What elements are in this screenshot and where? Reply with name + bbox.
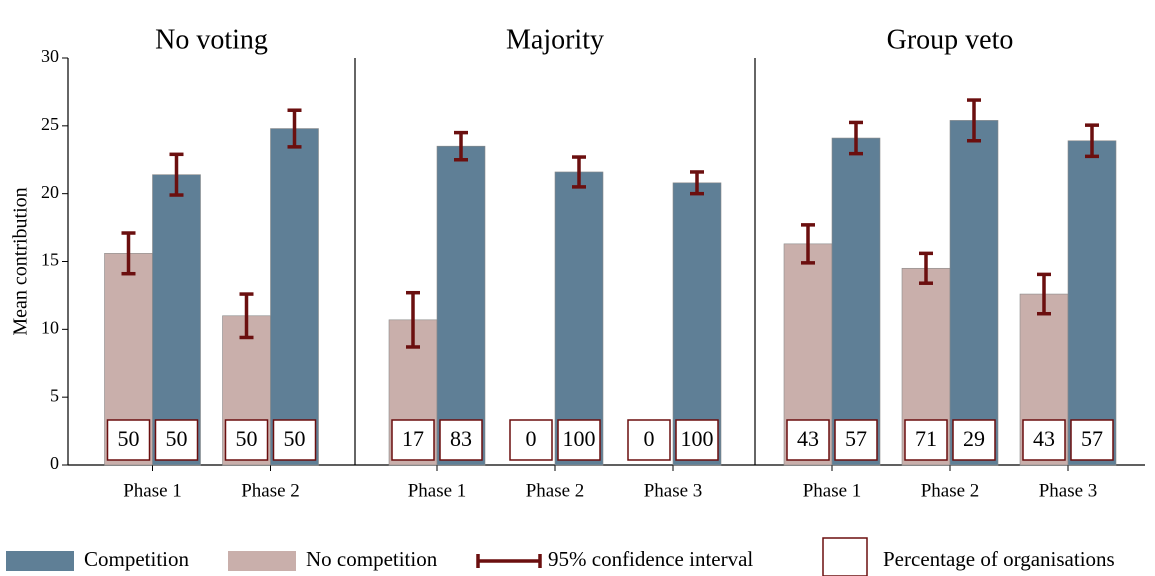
percentage-box (391, 419, 435, 461)
x-tick-label: Phase 1 (123, 480, 182, 501)
legend-label: No competition (306, 547, 438, 571)
percentage-box (509, 419, 553, 461)
panel-title: Majority (506, 24, 604, 55)
legend-label: Percentage of organisations (883, 547, 1115, 571)
percentage-box (1022, 419, 1066, 461)
y-tick-label: 0 (50, 453, 59, 473)
percentage-box (439, 419, 483, 461)
legend-box (822, 537, 868, 576)
percentage-label: 17 (402, 426, 424, 451)
y-tick-label: 30 (41, 46, 59, 66)
legend-label: Competition (84, 547, 190, 571)
y-tick-label: 5 (50, 385, 59, 405)
legend-swatch (6, 551, 74, 571)
error-bar (801, 223, 815, 265)
percentage-box (952, 419, 996, 461)
percentage-box (106, 419, 151, 461)
percentage-box (224, 419, 269, 461)
bar (554, 171, 604, 466)
y-tick-label: 10 (41, 317, 59, 337)
percentage-label: 57 (1081, 426, 1103, 451)
bar (831, 137, 881, 466)
x-tick-label: Phase 2 (241, 480, 300, 501)
percentage-box (675, 419, 719, 461)
error-bar (121, 231, 136, 276)
x-tick-label: Phase 3 (644, 480, 703, 501)
bar (949, 120, 999, 466)
percentage-box (272, 419, 317, 461)
x-tick-label: Phase 1 (408, 480, 467, 501)
x-tick-label: Phase 1 (803, 480, 862, 501)
percentage-label: 83 (450, 426, 472, 451)
percentage-box (627, 419, 671, 461)
percentage-label: 50 (166, 426, 188, 451)
error-bar (169, 152, 184, 197)
bar (1067, 140, 1117, 466)
percentage-box (834, 419, 878, 461)
percentage-label: 29 (963, 426, 985, 451)
percentage-label: 100 (681, 426, 714, 451)
percentage-label: 43 (1033, 426, 1055, 451)
error-bar (919, 251, 933, 285)
percentage-label: 0 (526, 426, 537, 451)
percentage-box (557, 419, 601, 461)
percentage-label: 43 (797, 426, 819, 451)
percentage-label: 50 (118, 426, 140, 451)
error-bar (967, 98, 981, 143)
error-bar (1037, 272, 1051, 316)
percentage-box (904, 419, 948, 461)
percentage-label: 50 (236, 426, 258, 451)
x-tick-label: Phase 3 (1039, 480, 1098, 501)
percentage-label: 57 (845, 426, 867, 451)
percentage-label: 100 (563, 426, 596, 451)
legend-swatch (228, 551, 296, 571)
panel-title: Group veto (887, 24, 1014, 55)
percentage-box (786, 419, 830, 461)
x-tick-label: Phase 2 (526, 480, 585, 501)
error-bar (849, 120, 863, 156)
x-tick-label: Phase 2 (921, 480, 980, 501)
legend-label: 95% confidence interval (548, 547, 753, 571)
y-tick-label: 20 (41, 182, 59, 202)
error-bar (406, 290, 420, 349)
percentage-box (154, 419, 199, 461)
error-bar (287, 108, 302, 149)
error-bar (572, 155, 586, 189)
bar (436, 145, 486, 466)
percentage-label: 71 (915, 426, 937, 451)
error-bar (690, 170, 704, 196)
bar (672, 182, 722, 466)
y-tick-label: 25 (41, 114, 59, 134)
bar (270, 128, 319, 466)
error-bar (239, 292, 254, 340)
y-tick-label: 15 (41, 250, 59, 270)
panel-title: No voting (155, 24, 268, 55)
percentage-label: 50 (284, 426, 306, 451)
percentage-label: 0 (644, 426, 655, 451)
bar (152, 174, 201, 466)
error-bar (1085, 123, 1099, 159)
error-bar (454, 130, 468, 162)
percentage-box (1070, 419, 1114, 461)
y-axis-label: Mean contribution (10, 187, 32, 335)
